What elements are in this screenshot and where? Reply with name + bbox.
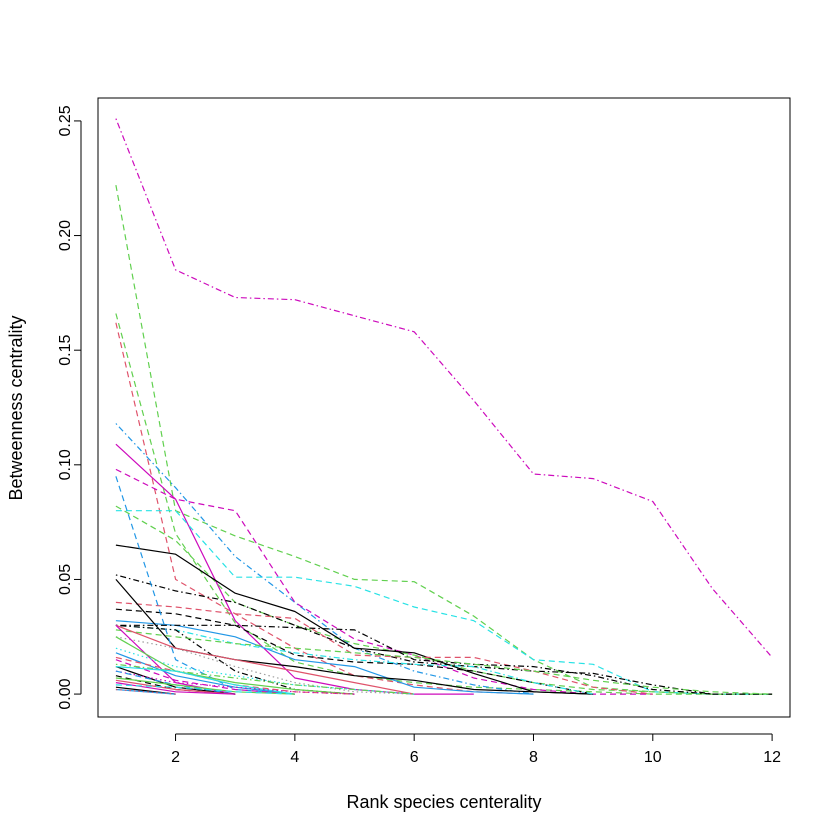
series-line-1 xyxy=(115,118,773,658)
series-line-10 xyxy=(115,544,594,695)
series-line-24 xyxy=(115,636,355,695)
series-line-20 xyxy=(115,629,773,695)
x-tick-label: 8 xyxy=(529,749,538,766)
series-line-2 xyxy=(115,184,773,695)
series-line-13 xyxy=(115,608,594,695)
series-line-12 xyxy=(115,601,653,695)
series-line-7 xyxy=(115,468,653,695)
series-layer xyxy=(115,118,773,695)
y-axis-title: Betweenness centrality xyxy=(6,315,26,500)
series-line-17 xyxy=(115,624,713,695)
series-line-29 xyxy=(115,666,236,695)
x-tick-label: 6 xyxy=(410,749,419,766)
series-line-31 xyxy=(115,666,295,695)
x-axis: 2 4 6 8 10 12 xyxy=(171,733,781,766)
series-line-6 xyxy=(115,443,474,695)
series-line-41 xyxy=(115,688,176,695)
series-line-14 xyxy=(115,620,534,695)
series-line-5 xyxy=(115,423,534,695)
y-tick-label: 0.10 xyxy=(57,449,74,480)
y-tick-label: 0.15 xyxy=(57,335,74,366)
y-tick-label: 0.20 xyxy=(57,220,74,251)
y-tick-label: 0.05 xyxy=(57,564,74,595)
series-line-32 xyxy=(115,670,355,695)
series-line-19 xyxy=(115,476,295,695)
y-tick-label: 0.25 xyxy=(57,105,74,136)
series-line-36 xyxy=(115,677,295,695)
x-tick-label: 2 xyxy=(171,749,180,766)
x-tick-label: 12 xyxy=(763,749,781,766)
series-line-4 xyxy=(115,322,534,695)
series-line-21 xyxy=(115,636,415,695)
series-line-3 xyxy=(115,313,773,695)
x-axis-title: Rank species centerality xyxy=(346,792,541,812)
y-axis: 0.00 0.05 0.10 0.15 0.20 0.25 xyxy=(57,105,82,710)
series-line-35 xyxy=(115,679,236,695)
series-line-37 xyxy=(115,682,236,695)
series-line-15 xyxy=(115,579,594,695)
series-line-22 xyxy=(115,624,415,695)
y-tick-label: 0.00 xyxy=(57,678,74,709)
x-tick-label: 10 xyxy=(644,749,662,766)
series-line-11 xyxy=(115,574,773,695)
plot-frame xyxy=(97,97,791,718)
x-tick-label: 4 xyxy=(290,749,299,766)
series-line-23 xyxy=(115,624,236,695)
